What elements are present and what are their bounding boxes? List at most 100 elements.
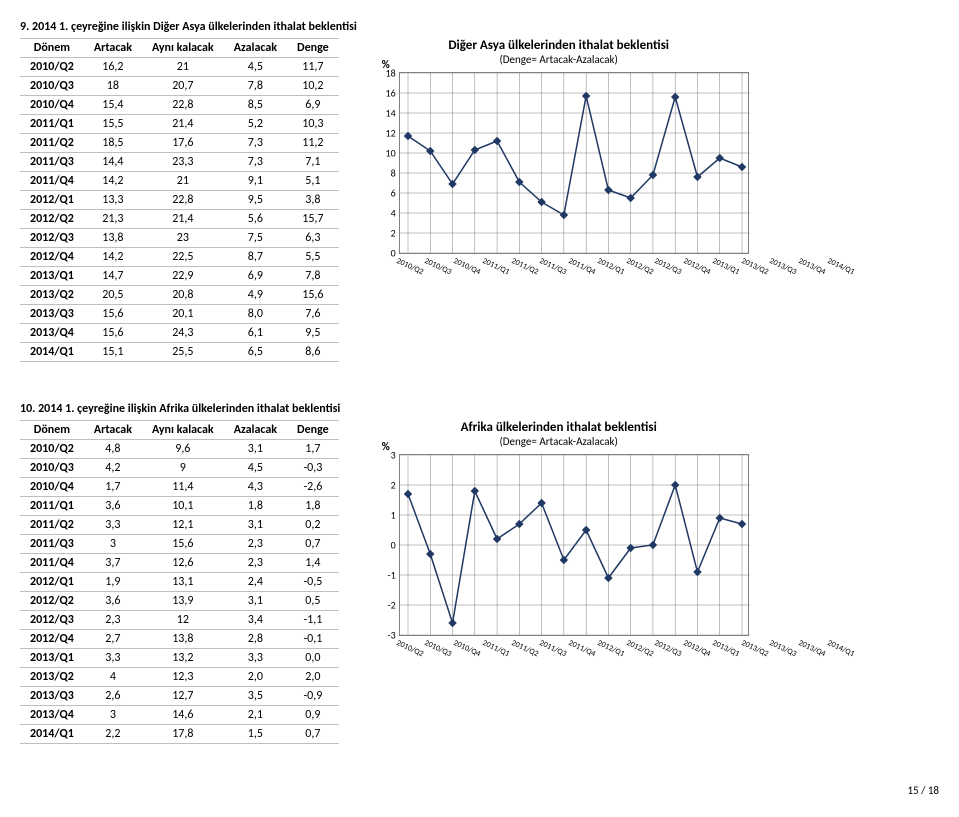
chart-plot-area: %3210-1-2-3 xyxy=(399,454,749,636)
value-cell: 15,7 xyxy=(287,210,339,229)
value-cell: 6,3 xyxy=(287,229,339,248)
value-cell: 3,3 xyxy=(224,649,287,668)
table-row: 2010/Q31820,77,810,2 xyxy=(20,77,339,96)
period-cell: 2014/Q1 xyxy=(20,343,84,362)
value-cell: 6,9 xyxy=(287,96,339,115)
table-header: Aynı kalacak xyxy=(142,421,224,440)
y-tick-label: 14 xyxy=(372,106,396,119)
value-cell: 9,5 xyxy=(287,324,339,343)
x-tick-label: 2010/Q4 xyxy=(452,256,482,277)
x-tick-label: 2010/Q4 xyxy=(452,638,482,659)
x-tick-label: 2012/Q4 xyxy=(682,638,712,659)
period-cell: 2013/Q1 xyxy=(20,267,84,286)
value-cell: 4,8 xyxy=(84,440,142,459)
table-row: 2012/Q414,222,58,75,5 xyxy=(20,248,339,267)
table-row: 2012/Q42,713,82,8-0,1 xyxy=(20,630,339,649)
table-row: 2011/Q23,312,13,10,2 xyxy=(20,516,339,535)
period-cell: 2012/Q1 xyxy=(20,191,84,210)
value-cell: 16,2 xyxy=(84,58,142,77)
value-cell: 9,5 xyxy=(224,191,287,210)
table-row: 2014/Q12,217,81,50,7 xyxy=(20,725,339,744)
chart-subtitle: (Denge= Artacak-Azalacak) xyxy=(369,53,749,66)
chart-svg xyxy=(400,73,750,253)
x-tick-label: 2011/Q4 xyxy=(567,256,597,277)
x-tick-label: 2011/Q2 xyxy=(509,638,539,659)
table-row: 2012/Q23,613,93,10,5 xyxy=(20,592,339,611)
section-0: 9. 2014 1. çeyreğine ilişkin Diğer Asya … xyxy=(20,20,939,362)
value-cell: 13,9 xyxy=(142,592,224,611)
table-row: 2012/Q221,321,45,615,7 xyxy=(20,210,339,229)
value-cell: 13,8 xyxy=(84,229,142,248)
value-cell: 2,0 xyxy=(287,668,339,687)
value-cell: 10,2 xyxy=(287,77,339,96)
table-row: 2010/Q34,294,5-0,3 xyxy=(20,459,339,478)
x-axis-labels: 2010/Q22010/Q32010/Q42011/Q12011/Q22011/… xyxy=(399,256,749,266)
value-cell: 21 xyxy=(142,172,224,191)
table-row: 2012/Q313,8237,56,3 xyxy=(20,229,339,248)
period-cell: 2011/Q4 xyxy=(20,172,84,191)
value-cell: 13,3 xyxy=(84,191,142,210)
value-cell: 5,2 xyxy=(224,115,287,134)
x-tick-label: 2013/Q1 xyxy=(711,638,741,659)
table-header: Denge xyxy=(287,421,339,440)
value-cell: 4,2 xyxy=(84,459,142,478)
value-cell: 3,3 xyxy=(84,516,142,535)
value-cell: 6,9 xyxy=(224,267,287,286)
y-tick-label: 0 xyxy=(372,247,396,260)
value-cell: 1,8 xyxy=(287,497,339,516)
period-cell: 2011/Q4 xyxy=(20,554,84,573)
x-tick-label: 2010/Q3 xyxy=(423,256,453,277)
x-tick-label: 2012/Q3 xyxy=(653,638,683,659)
value-cell: 2,4 xyxy=(224,573,287,592)
x-tick-label: 2013/Q4 xyxy=(797,256,827,277)
x-tick-label: 2013/Q4 xyxy=(797,638,827,659)
x-tick-label: 2012/Q3 xyxy=(653,256,683,277)
y-tick-label: 18 xyxy=(372,67,396,80)
value-cell: 1,9 xyxy=(84,573,142,592)
y-tick-label: 16 xyxy=(372,86,396,99)
value-cell: -1,1 xyxy=(287,611,339,630)
value-cell: 15,4 xyxy=(84,96,142,115)
table-row: 2013/Q32,612,73,5-0,9 xyxy=(20,687,339,706)
x-tick-label: 2012/Q2 xyxy=(624,256,654,277)
y-tick-label: 1 xyxy=(372,509,396,522)
table-row: 2011/Q414,2219,15,1 xyxy=(20,172,339,191)
value-cell: 10,3 xyxy=(287,115,339,134)
value-cell: 3,7 xyxy=(84,554,142,573)
period-cell: 2012/Q1 xyxy=(20,573,84,592)
x-axis-labels: 2010/Q22010/Q32010/Q42011/Q12011/Q22011/… xyxy=(399,638,749,648)
table-row: 2013/Q114,722,96,97,8 xyxy=(20,267,339,286)
period-cell: 2010/Q3 xyxy=(20,459,84,478)
value-cell: 21,4 xyxy=(142,210,224,229)
value-cell: 2,7 xyxy=(84,630,142,649)
value-cell: 7,6 xyxy=(287,305,339,324)
value-cell: 1,7 xyxy=(287,440,339,459)
y-tick-label: 4 xyxy=(372,207,396,220)
value-cell: 6,5 xyxy=(224,343,287,362)
value-cell: 11,4 xyxy=(142,478,224,497)
x-tick-label: 2013/Q3 xyxy=(768,638,798,659)
period-cell: 2011/Q1 xyxy=(20,497,84,516)
period-cell: 2010/Q3 xyxy=(20,77,84,96)
value-cell: 15,5 xyxy=(84,115,142,134)
value-cell: 5,6 xyxy=(224,210,287,229)
period-cell: 2013/Q1 xyxy=(20,649,84,668)
value-cell: 4,3 xyxy=(224,478,287,497)
value-cell: 8,0 xyxy=(224,305,287,324)
value-cell: -0,3 xyxy=(287,459,339,478)
table-row: 2014/Q115,125,56,58,6 xyxy=(20,343,339,362)
value-cell: 22,8 xyxy=(142,191,224,210)
value-cell: 7,3 xyxy=(224,134,287,153)
table-row: 2010/Q415,422,88,56,9 xyxy=(20,96,339,115)
x-tick-label: 2013/Q1 xyxy=(711,256,741,277)
x-tick-label: 2011/Q4 xyxy=(567,638,597,659)
table-row: 2013/Q13,313,23,30,0 xyxy=(20,649,339,668)
value-cell: -0,1 xyxy=(287,630,339,649)
chart-subtitle: (Denge= Artacak-Azalacak) xyxy=(369,435,749,448)
value-cell: 3,1 xyxy=(224,516,287,535)
value-cell: 21,3 xyxy=(84,210,142,229)
x-tick-label: 2013/Q2 xyxy=(739,256,769,277)
y-tick-label: 2 xyxy=(372,479,396,492)
value-cell: 2,0 xyxy=(224,668,287,687)
value-cell: 8,7 xyxy=(224,248,287,267)
